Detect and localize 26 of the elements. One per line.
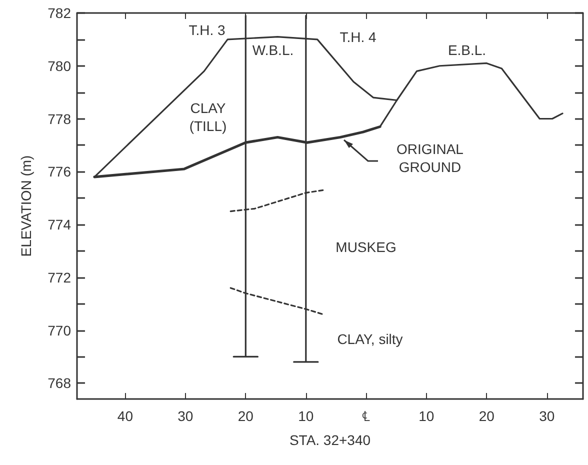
annotation: W.B.L. bbox=[252, 42, 294, 58]
x-tick-label: 20 bbox=[478, 408, 495, 424]
annotation: T.H. 3 bbox=[188, 22, 226, 38]
y-tick-label: 782 bbox=[48, 5, 72, 21]
annotation: ORIGINAL GROUND bbox=[396, 141, 464, 175]
y-axis-title: ELEVATION (m) bbox=[18, 155, 34, 257]
x-tick-label: 10 bbox=[298, 408, 314, 424]
y-tick-label: 770 bbox=[48, 322, 72, 338]
y-tick-label: 776 bbox=[48, 164, 72, 180]
x-tick-label: 20 bbox=[238, 408, 254, 424]
annotation: CLAY (TILL) bbox=[189, 100, 227, 134]
y-tick-label: 780 bbox=[48, 58, 72, 74]
annotation: T.H. 4 bbox=[340, 29, 376, 45]
annotation: CLAY, silty bbox=[337, 331, 403, 347]
x-tick-label: 30 bbox=[539, 408, 555, 424]
x-tick-label: ℄ bbox=[362, 408, 370, 424]
x-tick-label: 10 bbox=[418, 408, 434, 424]
x-tick-label: 40 bbox=[117, 408, 134, 424]
annotation: MUSKEG bbox=[336, 239, 396, 255]
y-tick-label: 772 bbox=[48, 269, 72, 286]
y-tick-label: 774 bbox=[48, 216, 72, 233]
y-tick-label: 768 bbox=[48, 375, 72, 392]
annotation: E.B.L. bbox=[448, 42, 486, 58]
x-axis-title: STA. 32+340 bbox=[289, 432, 371, 448]
y-tick-label: 778 bbox=[48, 110, 72, 127]
x-tick-label: 30 bbox=[178, 408, 194, 424]
